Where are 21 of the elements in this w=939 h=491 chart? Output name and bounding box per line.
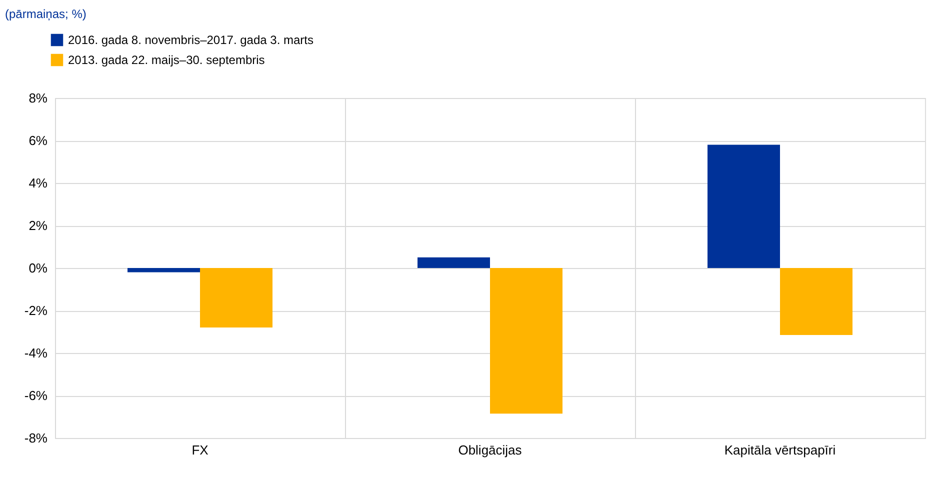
- bar: [200, 268, 272, 328]
- x-tick-label: Obligācijas: [458, 442, 522, 458]
- x-tick-label: FX: [192, 442, 209, 458]
- bar: [418, 257, 490, 268]
- bar: [490, 268, 562, 414]
- y-tick-label: -8%: [24, 430, 48, 446]
- bar: [708, 144, 780, 268]
- y-tick-label: 6%: [28, 133, 48, 148]
- y-tick-label: -4%: [24, 346, 48, 360]
- x-tick-label: Kapitāla vērtspapīri: [724, 442, 836, 458]
- legend-label: 2016. gada 8. novembris–2017. gada 3. marts: [68, 33, 314, 47]
- y-tick-label: -6%: [24, 388, 48, 403]
- y-tick-label: 4%: [28, 176, 48, 190]
- legend-label: 2013. gada 22. maijs–30. septembris: [68, 53, 265, 67]
- y-tick-label: 0%: [28, 260, 48, 276]
- chart-title: (pārmaiņas; %): [5, 7, 86, 21]
- y-tick-label: 2%: [28, 218, 48, 233]
- bar: [128, 268, 200, 272]
- y-tick-label: 8%: [28, 90, 48, 106]
- bar: [780, 268, 852, 335]
- y-tick-label: -2%: [24, 303, 48, 318]
